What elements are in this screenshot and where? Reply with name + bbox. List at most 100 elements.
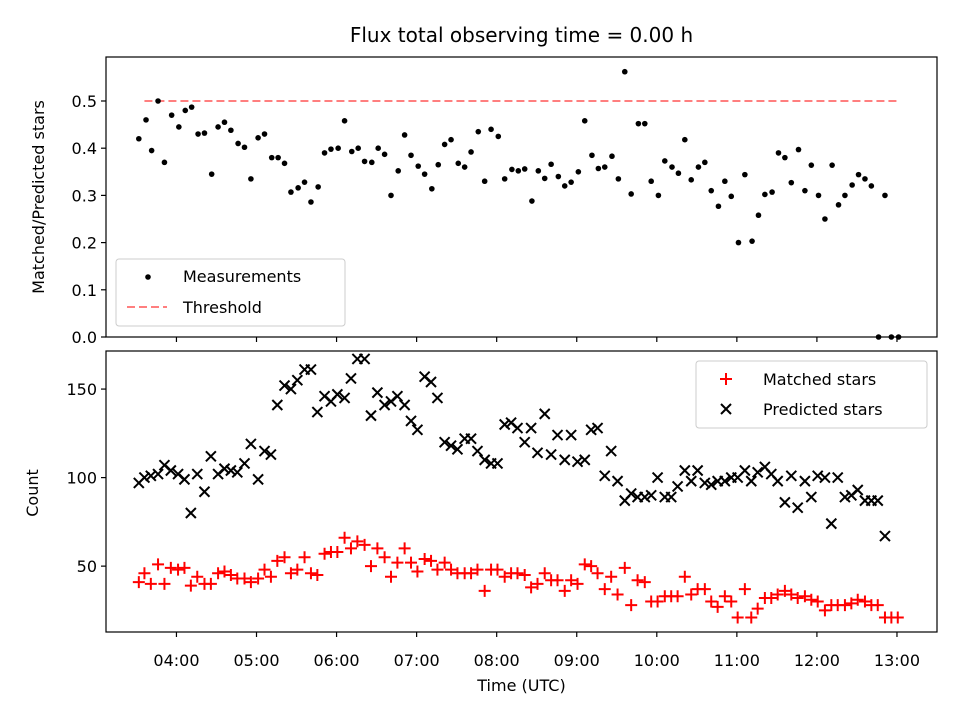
measurement-point — [849, 182, 855, 188]
matched-star-point — [565, 574, 578, 587]
measurement-point — [241, 144, 248, 151]
predicted-star-point — [391, 390, 404, 402]
predicted-star-point — [278, 379, 291, 392]
measurement-point — [361, 158, 368, 165]
x-tick-label: 07:00 — [394, 651, 440, 670]
measurement-point — [215, 124, 221, 130]
matched-star-point — [858, 595, 871, 608]
measurement-point — [195, 131, 201, 137]
measurement-point — [762, 191, 768, 198]
measurement-point — [148, 147, 155, 154]
measurement-point — [408, 152, 414, 159]
predicted-star-point — [225, 464, 237, 477]
matched-star-point — [264, 570, 277, 583]
legend-threshold-label: Threshold — [182, 298, 262, 317]
predicted-star-point — [425, 376, 437, 388]
matched-star-point — [471, 563, 484, 576]
measurement-point — [548, 161, 554, 168]
measurement-point — [621, 68, 628, 75]
predicted-star-point — [258, 445, 271, 457]
matched-star-point — [585, 560, 598, 573]
matched-star-point — [425, 554, 438, 567]
predicted-star-point — [691, 464, 704, 477]
measurement-point — [429, 185, 435, 192]
measurement-point — [495, 133, 502, 140]
measurement-point — [475, 128, 482, 135]
predicted-star-point — [805, 491, 818, 503]
matched-star-point — [598, 583, 611, 596]
matched-star-point — [158, 577, 171, 590]
bottom-x-axis: 04:00 05:00 06:00 07:00 08:00 09:00 10:00 11:00… — [153, 632, 920, 670]
measurement-point — [561, 183, 568, 189]
matched-star-point — [252, 572, 265, 585]
measurement-point — [435, 161, 442, 168]
matched-star-point — [711, 600, 724, 613]
x-tick-label: 11:00 — [714, 651, 760, 670]
measurement-point — [808, 162, 815, 168]
matched-star-point — [625, 599, 638, 612]
measurement-point — [695, 164, 702, 170]
predicted-star-point — [551, 429, 564, 441]
x-tick-label: 04:00 — [153, 651, 199, 670]
matched-star-point — [358, 538, 371, 551]
x-axis-label: Time (UTC) — [476, 676, 565, 695]
top-y-axis-label: Matched/Predicted stars — [29, 100, 48, 294]
measurement-point — [782, 154, 788, 161]
predicted-star-point — [625, 487, 637, 500]
measurement-point — [182, 107, 189, 114]
legend-measurements-label: Measurements — [183, 267, 301, 286]
measurement-point — [535, 168, 542, 174]
predicted-star-point — [719, 475, 731, 487]
measurement-point — [541, 175, 548, 182]
predicted-star-point — [305, 363, 317, 376]
matched-star-point — [191, 570, 204, 583]
matched-star-point — [178, 561, 191, 574]
measurement-point — [829, 162, 835, 168]
x-tick-label: 09:00 — [554, 651, 600, 670]
predicted-star-point — [365, 409, 377, 422]
bottom-legend-box — [695, 360, 928, 429]
predicted-star-point — [205, 450, 217, 463]
measurement-point — [842, 192, 848, 199]
predicted-star-point — [832, 471, 844, 484]
matched-star-point — [638, 576, 651, 589]
matched-star-point — [445, 563, 458, 576]
predicted-star-point — [345, 372, 357, 385]
x-tick-label: 10:00 — [634, 651, 680, 670]
predicted-star-point — [438, 436, 451, 448]
predicted-star-point — [879, 530, 891, 542]
measurement-point — [868, 183, 875, 189]
predicted-star-point — [799, 475, 811, 487]
legend-measurements-marker — [145, 274, 151, 280]
matched-star-point — [738, 583, 751, 596]
matched-star-point — [144, 577, 157, 590]
measurement-point — [275, 154, 281, 161]
measurement-point — [669, 164, 675, 170]
x-tick-label: 06:00 — [314, 651, 360, 670]
matched-star-point — [745, 611, 758, 624]
measurement-point — [461, 164, 468, 170]
matched-star-point — [511, 567, 524, 580]
measurement-points — [136, 68, 902, 340]
matched-star-point — [304, 567, 317, 580]
predicted-star-point — [779, 496, 791, 509]
bottom-y-tick-label: 100 — [66, 469, 97, 488]
predicted-star-point — [539, 408, 551, 420]
matched-star-point — [531, 577, 544, 590]
predicted-star-point — [699, 477, 711, 489]
matched-star-point — [818, 604, 831, 617]
predicted-star-point — [705, 478, 717, 491]
matched-star-point — [651, 595, 664, 608]
matched-star-point — [405, 556, 418, 569]
measurement-point — [728, 193, 735, 200]
predicted-star-point — [771, 475, 784, 487]
predicted-star-point — [165, 464, 177, 477]
matched-star-point — [498, 570, 511, 583]
matched-star-point — [778, 584, 791, 597]
measurement-point — [655, 192, 662, 199]
matched-star-point — [751, 602, 764, 615]
predicted-star-point — [198, 486, 211, 498]
predicted-star-point — [371, 386, 384, 399]
matched-star-point — [398, 542, 411, 555]
matched-star-point — [152, 558, 165, 571]
